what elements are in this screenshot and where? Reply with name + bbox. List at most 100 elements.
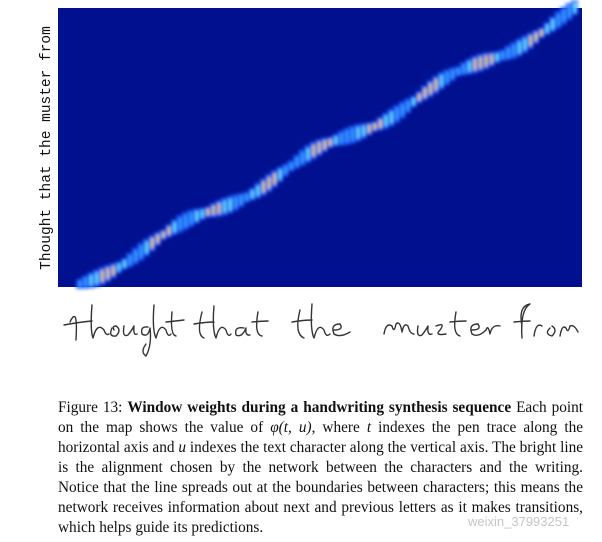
trace-core (78, 280, 82, 288)
caption-text: Each point on the map shows the value of (58, 399, 584, 436)
trace-core (568, 5, 571, 18)
trace-core (123, 260, 126, 268)
trace-core (334, 136, 338, 145)
trace-core (295, 157, 299, 167)
trace-core (206, 208, 210, 216)
trace-core (128, 255, 132, 265)
trace-core (429, 83, 432, 95)
trace-core (267, 177, 271, 189)
trace-core (562, 9, 566, 22)
trace-core (251, 190, 254, 199)
trace-core (290, 162, 293, 170)
trace-core (240, 195, 243, 205)
trace-core (195, 211, 198, 221)
trace-core (412, 97, 415, 106)
trace-core (540, 29, 543, 37)
trace-core (301, 152, 304, 164)
y-axis-label: Thought that the muster from (39, 26, 55, 270)
trace-core (95, 272, 98, 285)
trace-core (384, 115, 388, 127)
trace-core (445, 72, 449, 83)
trace-core (423, 88, 427, 98)
trace-core (495, 53, 499, 62)
trace-core (306, 148, 310, 160)
watermark: weixin_37993251 (468, 514, 570, 529)
trace-core (323, 140, 326, 150)
trace-core (112, 265, 115, 276)
trace-core (212, 205, 215, 215)
trace-core (468, 61, 471, 72)
trace-core (345, 130, 349, 143)
trace-core (573, 2, 577, 13)
trace-core (351, 128, 354, 141)
trace-core (117, 263, 121, 272)
trace-core (484, 55, 488, 67)
trace-core (518, 41, 521, 54)
trace-core (190, 212, 193, 224)
alignment-trace (76, 0, 578, 289)
caption-math: φ(t, u) (270, 419, 312, 436)
trace-core (245, 193, 249, 201)
trace-core (440, 75, 443, 87)
trace-core (279, 169, 282, 180)
trace-core (523, 38, 527, 51)
trace-core (473, 58, 477, 71)
trace-core (373, 123, 376, 130)
trace-core (434, 78, 438, 91)
trace-core (184, 215, 187, 227)
trace-core (223, 200, 226, 213)
trace-core (395, 107, 399, 120)
trace-core (356, 127, 360, 139)
trace-core (256, 185, 260, 196)
trace-core (451, 69, 454, 79)
trace-core (134, 250, 137, 262)
trace-core (312, 144, 315, 157)
trace-core (490, 54, 493, 65)
caption: Figure 13: Window weights during a handw… (58, 398, 583, 538)
trace-core (462, 64, 465, 74)
trace-core (406, 101, 410, 111)
trace-core (545, 24, 549, 33)
figure: Thought that the muster from (39, 0, 582, 357)
trace-core (368, 124, 371, 134)
trace-core (329, 138, 332, 147)
trace-core (84, 277, 87, 287)
trace-core (557, 14, 560, 26)
trace-core (262, 181, 265, 193)
trace-core (512, 44, 516, 56)
trace-core (106, 267, 110, 280)
trace-core (362, 125, 365, 137)
trace-core (529, 35, 532, 47)
trace-core (151, 237, 154, 249)
trace-core (178, 218, 182, 230)
trace-core (145, 241, 148, 254)
trace-core (507, 48, 510, 58)
trace-core (551, 19, 554, 30)
caption-title: Window weights during a handwriting synt… (127, 399, 512, 416)
handwriting (63, 303, 579, 357)
trace-core (534, 32, 538, 42)
trace-core (156, 234, 160, 244)
trace-core (234, 197, 237, 208)
trace-core (273, 173, 276, 185)
caption-text: , where (311, 419, 367, 436)
trace-core (162, 231, 165, 239)
trace-core (390, 111, 393, 124)
trace-core (101, 270, 104, 282)
trace-core (89, 275, 93, 286)
trace-core (379, 119, 382, 129)
trace-core (479, 56, 482, 69)
trace-core (317, 142, 321, 154)
trace-core (173, 222, 176, 233)
trace-core (401, 104, 404, 116)
trace-core (167, 226, 171, 236)
trace-core (284, 166, 287, 175)
trace-core (201, 209, 204, 218)
trace-core (457, 68, 460, 75)
trace-core (501, 51, 504, 60)
caption-text: indexes the pen trace along the horizont… (58, 419, 584, 456)
caption-label: Figure 13: (58, 399, 123, 416)
trace-core (340, 133, 343, 144)
trace-core (228, 198, 232, 211)
